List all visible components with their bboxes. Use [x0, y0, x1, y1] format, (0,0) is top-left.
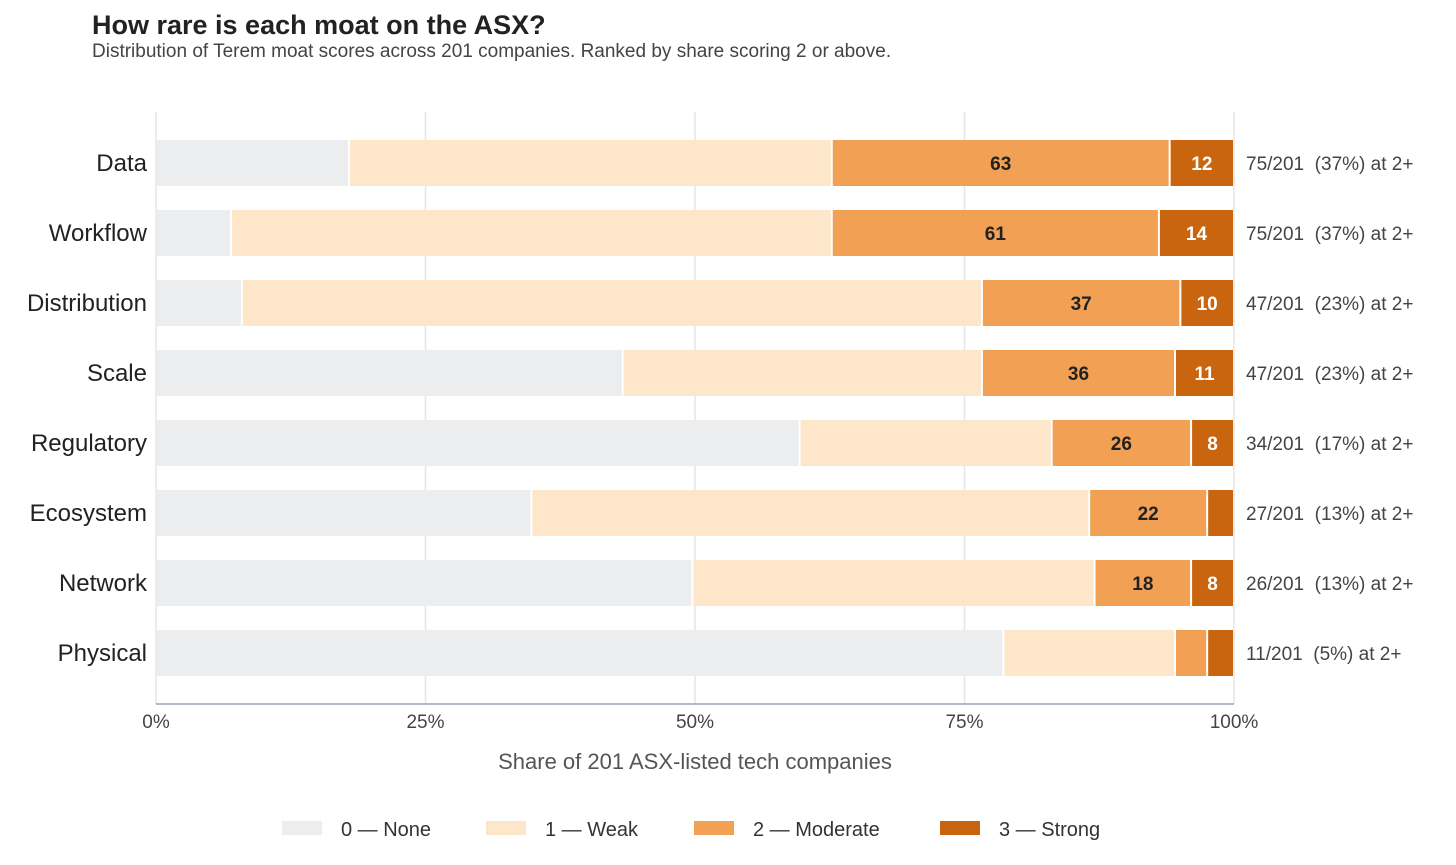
y-category-label: Distribution [27, 290, 147, 317]
bar-segment [1052, 420, 1191, 466]
share-annotation: 11/201 (5%) at 2+ [1246, 644, 1401, 665]
bar-segment [1004, 630, 1175, 676]
x-tick-label: 75% [945, 712, 983, 733]
share-annotation: 75/201 (37%) at 2+ [1246, 224, 1413, 245]
share-annotation: 26/201 (13%) at 2+ [1246, 574, 1413, 595]
bar-segment [982, 350, 1175, 396]
bar-segment [156, 490, 531, 536]
data-label: 14 [1186, 224, 1208, 245]
y-category-label: Scale [87, 360, 147, 387]
y-category-label: Network [59, 570, 148, 597]
bar-segment [1170, 140, 1233, 186]
data-label: 10 [1197, 294, 1218, 315]
chart-title: How rare is each moat on the ASX? [92, 10, 546, 40]
legend-label: 2 — Moderate [753, 819, 880, 841]
bar-segment [982, 280, 1180, 326]
data-label: 26 [1111, 434, 1132, 455]
legend-swatch [282, 821, 322, 835]
bar-segment [1208, 490, 1233, 536]
bar-segment [156, 280, 241, 326]
bar-segment [693, 560, 1094, 606]
data-label: 11 [1194, 364, 1215, 385]
bar-segment [1090, 490, 1207, 536]
x-tick-label: 100% [1210, 712, 1259, 733]
bar-segment [156, 350, 622, 396]
y-category-label: Physical [58, 640, 147, 667]
bar-segment [1192, 420, 1233, 466]
bar-segment [232, 210, 831, 256]
bar-segment [156, 210, 231, 256]
bar-segment [156, 630, 1003, 676]
legend-label: 3 — Strong [999, 819, 1100, 841]
legend-label: 1 — Weak [545, 819, 639, 841]
bar-segment [832, 140, 1169, 186]
bar-segment [1208, 630, 1233, 676]
legend-swatch [694, 821, 734, 835]
bar-segment [1192, 560, 1233, 606]
y-category-label: Workflow [49, 220, 148, 247]
bar-segment [832, 210, 1158, 256]
share-annotation: 47/201 (23%) at 2+ [1246, 364, 1413, 385]
chart-subtitle: Distribution of Terem moat scores across… [92, 41, 892, 62]
bar-segment [1159, 210, 1233, 256]
share-annotation: 27/201 (13%) at 2+ [1246, 504, 1413, 525]
bar-segment [623, 350, 981, 396]
bar-segment [242, 280, 981, 326]
legend-label: 0 — None [341, 819, 431, 841]
legend-swatch [486, 821, 526, 835]
share-annotation: 47/201 (23%) at 2+ [1246, 294, 1413, 315]
y-category-label: Ecosystem [30, 500, 147, 527]
bar-segment [350, 140, 831, 186]
data-label: 37 [1071, 294, 1092, 315]
data-label: 12 [1191, 154, 1212, 175]
bar-segment [1176, 350, 1233, 396]
bar-segment [532, 490, 1089, 536]
bar-segment [156, 560, 692, 606]
y-category-label: Data [96, 150, 147, 177]
legend-swatch [940, 821, 980, 835]
x-tick-label: 50% [676, 712, 714, 733]
x-axis-title: Share of 201 ASX-listed tech companies [498, 749, 892, 774]
data-label: 22 [1138, 504, 1159, 525]
data-label: 63 [990, 154, 1011, 175]
data-label: 61 [985, 224, 1007, 245]
y-category-label: Regulatory [31, 430, 147, 457]
bar-segment [156, 420, 799, 466]
data-label: 8 [1207, 434, 1218, 455]
bar-segment [156, 140, 349, 186]
data-label: 18 [1132, 574, 1153, 595]
data-label: 36 [1068, 364, 1089, 385]
share-annotation: 75/201 (37%) at 2+ [1246, 154, 1413, 175]
x-tick-label: 25% [406, 712, 444, 733]
bar-segment [1095, 560, 1191, 606]
share-annotation: 34/201 (17%) at 2+ [1246, 434, 1413, 455]
x-tick-label: 0% [142, 712, 170, 733]
data-label: 8 [1207, 574, 1218, 595]
bar-segment [800, 420, 1051, 466]
bar-segment [1176, 630, 1207, 676]
bar-segment [1181, 280, 1233, 326]
